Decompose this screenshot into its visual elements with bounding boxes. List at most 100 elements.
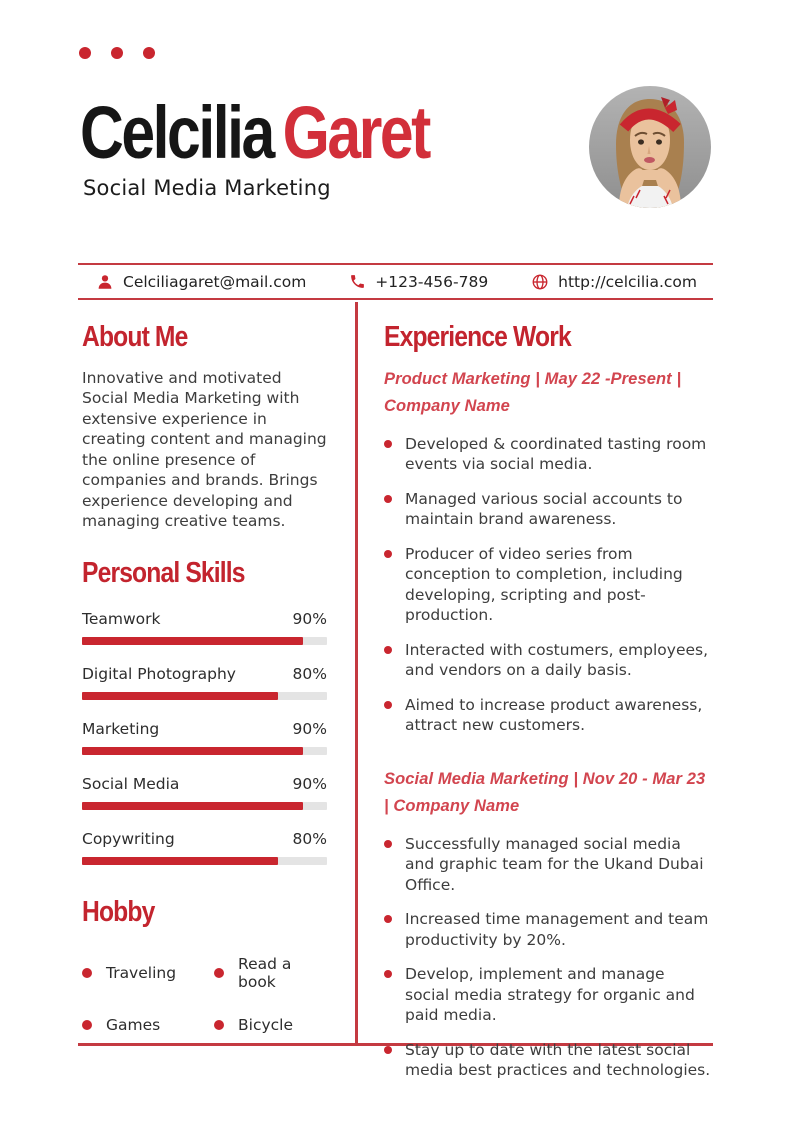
profile-photo <box>589 86 711 208</box>
bullet-text: Managed various social accounts to maint… <box>405 489 683 529</box>
skill-bar-fill <box>82 746 303 755</box>
skill-head: Social Media 90% <box>82 775 327 793</box>
experience-heading: Experience Work <box>384 321 572 353</box>
skill-head: Teamwork 90% <box>82 610 327 628</box>
jobs-list: Product Marketing | May 22 -Present | Co… <box>384 366 712 1081</box>
bullet-text: Develop, implement and manage social med… <box>405 965 695 1025</box>
right-column: Experience Work Product Marketing | May … <box>384 321 712 1081</box>
contact-phone[interactable]: +123-456-789 <box>349 273 488 291</box>
skill-label: Social Media <box>82 774 180 793</box>
about-text: Innovative and motivated Social Media Ma… <box>82 368 327 531</box>
globe-icon <box>532 274 548 289</box>
portrait-illustration <box>589 86 711 208</box>
hobby-heading: Hobby <box>82 895 155 928</box>
dot-icon <box>111 47 123 59</box>
skill-row: Teamwork 90% <box>82 610 327 645</box>
skill-bar-fill <box>82 856 278 865</box>
job-heading: Product Marketing | May 22 -Present | Co… <box>384 369 682 415</box>
contact-website[interactable]: http://celcilia.com <box>531 273 697 291</box>
job-bullet: Managed various social accounts to maint… <box>384 489 712 530</box>
skill-bar-fill <box>82 801 303 810</box>
hobby-list: Traveling Read a book Games Bicycle <box>82 955 327 1034</box>
bullet-dot-icon <box>384 494 392 503</box>
job-entry: Social Media Marketing | Nov 20 - Mar 23… <box>384 766 712 1081</box>
website-text: http://celcilia.com <box>558 272 697 291</box>
skill-row: Marketing 90% <box>82 720 327 755</box>
bullet-text: Increased time management and team produ… <box>405 910 709 949</box>
decorative-dots <box>79 47 155 59</box>
bullet-dot-icon <box>384 645 392 654</box>
skill-bar-track <box>82 691 327 700</box>
skill-bar-fill <box>82 691 278 700</box>
job-bullet: Develop, implement and manage social med… <box>384 964 712 1026</box>
job-bullets: Successfully managed social media and gr… <box>384 834 712 1081</box>
skill-head: Copywriting 80% <box>82 830 327 848</box>
skill-bar-track <box>82 746 327 755</box>
contact-email[interactable]: Celciliagaret@mail.com <box>96 273 306 291</box>
skill-percent: 80% <box>292 829 327 848</box>
skill-bar-fill <box>82 636 303 645</box>
bullet-text: Stay up to date with the latest social m… <box>405 1040 711 1080</box>
bullet-text: Interacted with costumers, employees, an… <box>405 640 709 680</box>
hobby-label: Read a book <box>238 954 292 991</box>
bullet-text: Producer of video series from conception… <box>405 544 683 625</box>
skill-label: Teamwork <box>82 609 161 628</box>
first-name: Celcilia <box>80 91 275 174</box>
skill-label: Copywriting <box>82 829 175 848</box>
skill-bar-track <box>82 636 327 645</box>
bullet-dot-icon <box>214 967 224 978</box>
bullet-dot-icon <box>384 839 392 848</box>
skill-percent: 90% <box>292 609 327 628</box>
hobby-label: Games <box>106 1015 161 1034</box>
hobby-item: Traveling <box>82 955 214 991</box>
bullet-text: Developed & coordinated tasting room eve… <box>405 434 707 474</box>
skill-row: Social Media 90% <box>82 775 327 810</box>
skill-head: Digital Photography 80% <box>82 665 327 683</box>
bullet-dot-icon <box>384 439 392 448</box>
bullet-dot-icon <box>214 1019 224 1030</box>
bullet-dot-icon <box>384 700 392 709</box>
skill-label: Marketing <box>82 719 160 738</box>
bullet-dot-icon <box>384 970 392 979</box>
bullet-dot-icon <box>82 967 92 978</box>
job-bullet: Stay up to date with the latest social m… <box>384 1040 712 1081</box>
job-title-subtitle: Social Media Marketing <box>83 176 331 200</box>
skill-head: Marketing 90% <box>82 720 327 738</box>
skill-percent: 90% <box>292 719 327 738</box>
skills-list: Teamwork 90% Digital Photography 80% Mar… <box>82 610 327 865</box>
skill-row: Digital Photography 80% <box>82 665 327 700</box>
skill-percent: 90% <box>292 774 327 793</box>
email-text: Celciliagaret@mail.com <box>123 272 307 291</box>
job-bullet: Successfully managed social media and gr… <box>384 834 712 896</box>
dot-icon <box>143 47 155 59</box>
hobby-label: Bicycle <box>238 1015 293 1034</box>
skill-row: Copywriting 80% <box>82 830 327 865</box>
job-bullets: Developed & coordinated tasting room eve… <box>384 434 712 736</box>
skill-bar-track <box>82 856 327 865</box>
job-bullet: Producer of video series from conception… <box>384 544 712 626</box>
phone-icon <box>351 275 365 288</box>
hobby-item: Bicycle <box>214 1016 327 1034</box>
bottom-divider <box>78 1043 713 1046</box>
bullet-text: Aimed to increase product awareness, att… <box>405 695 703 735</box>
last-name: Garet <box>282 91 432 174</box>
job-bullet: Aimed to increase product awareness, att… <box>384 695 712 736</box>
bullet-dot-icon <box>384 1045 392 1054</box>
skills-heading: Personal Skills <box>82 556 245 589</box>
left-column: About Me Innovative and motivated Social… <box>82 321 327 1034</box>
phone-text: +123-456-789 <box>375 272 489 291</box>
vertical-divider <box>355 302 358 1043</box>
person-icon <box>98 274 112 289</box>
person-name: Celcilia Garet <box>80 96 431 170</box>
job-bullet: Increased time management and team produ… <box>384 909 712 950</box>
hobby-label: Traveling <box>106 963 177 982</box>
job-heading: Social Media Marketing | Nov 20 - Mar 23… <box>384 769 706 815</box>
job-entry: Product Marketing | May 22 -Present | Co… <box>384 366 712 736</box>
job-bullet: Interacted with costumers, employees, an… <box>384 640 712 681</box>
dot-icon <box>79 47 91 59</box>
bullet-dot-icon <box>82 1019 92 1030</box>
skill-percent: 80% <box>292 664 327 683</box>
bullet-dot-icon <box>384 549 392 558</box>
skill-label: Digital Photography <box>82 664 236 683</box>
